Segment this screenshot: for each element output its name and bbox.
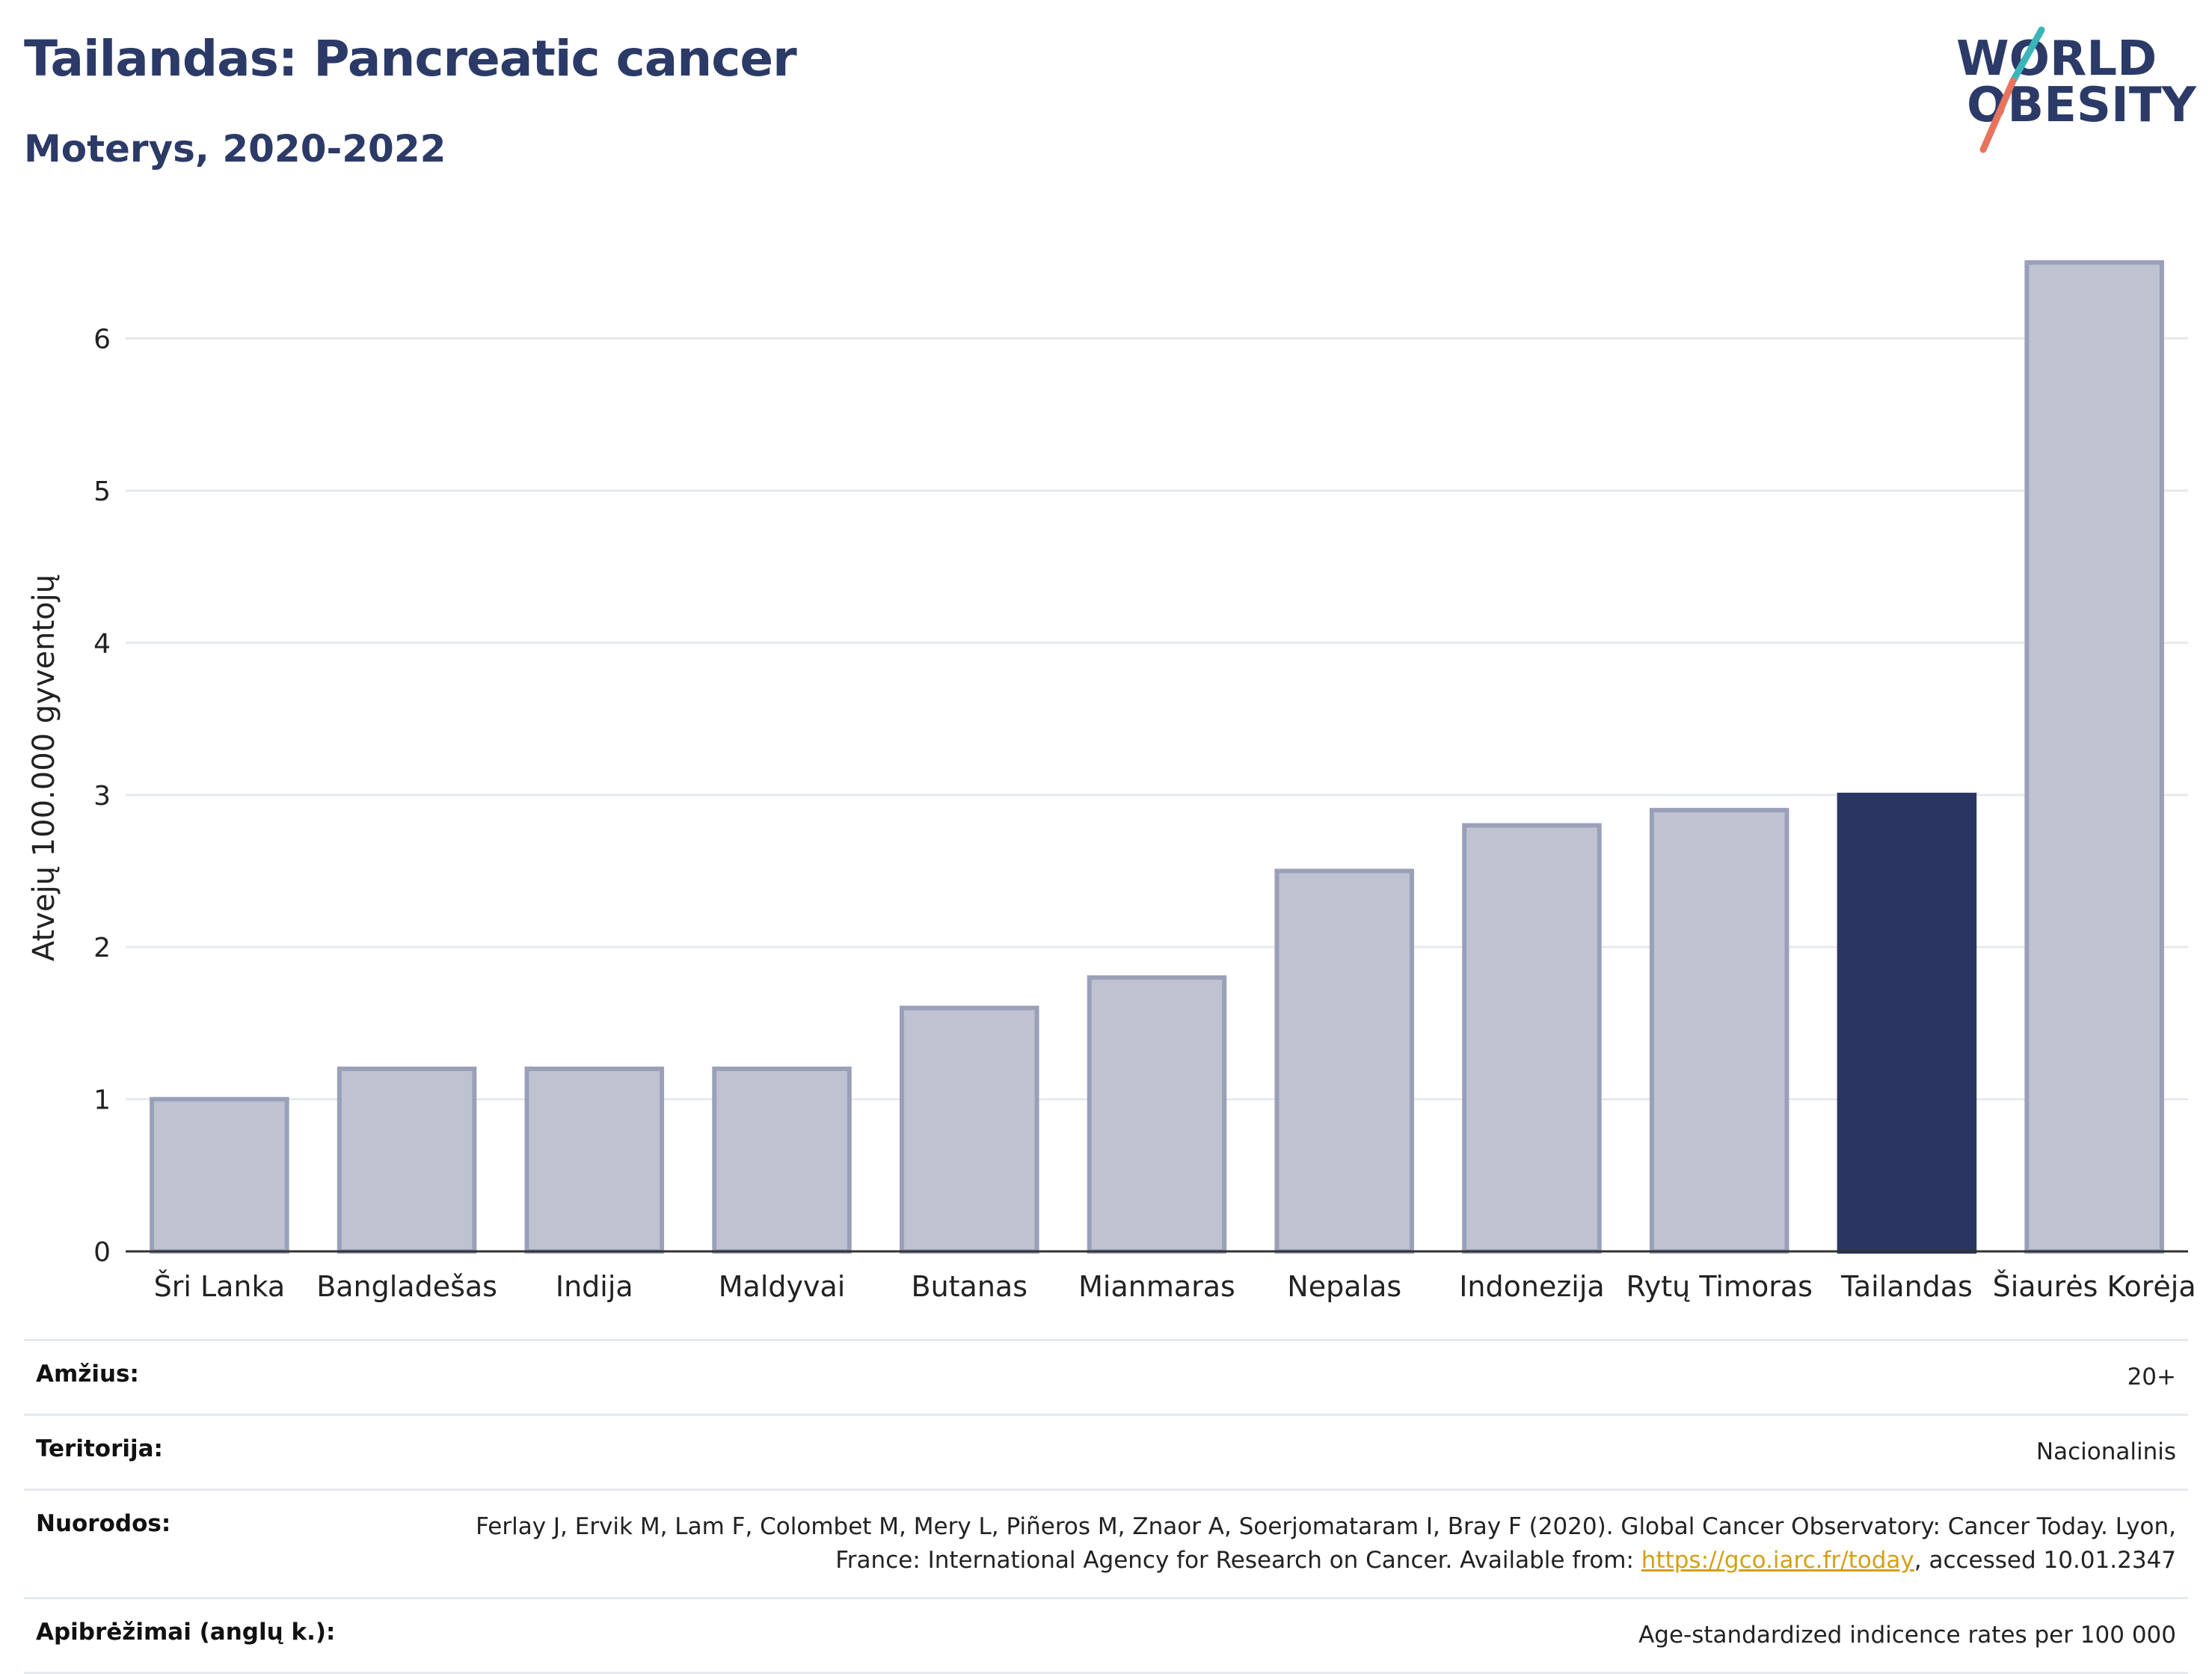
y-tick-label-5: 5: [93, 476, 111, 507]
territory-value: Nacionalinis: [2036, 1438, 2176, 1465]
chart-subtitle: Moterys, 2020-2022: [24, 127, 446, 171]
info-row-definitions: Apibrėžimai (anglų k.): Age-standardized…: [24, 1596, 2188, 1674]
x-axis-labels: Šri Lanka Bangladešas Indija Maldyvai Butana…: [154, 1270, 2196, 1303]
x-tick-label-3: Maldyvai: [719, 1270, 846, 1303]
info-row-age: Amžius: 20+: [24, 1339, 2188, 1414]
bar-0: [150, 1097, 289, 1254]
y-tick-label-6: 6: [93, 325, 111, 355]
bar-10: [2024, 260, 2164, 1254]
x-tick-label-7: Indonezija: [1459, 1270, 1604, 1303]
x-tick-label-0: Šri Lanka: [154, 1270, 286, 1303]
x-tick-label-10: Šiaurės Korėja: [1993, 1270, 2196, 1303]
y-tick-label-0: 0: [93, 1237, 111, 1268]
info-row-territory: Teritorija: Nacionalinis: [24, 1413, 2188, 1488]
bar-3: [712, 1066, 852, 1254]
age-label: Amžius:: [36, 1361, 139, 1388]
logo-line-1: WORLD: [1956, 31, 2157, 87]
definitions-label: Apibrėžimai (anglų k.):: [36, 1618, 336, 1646]
y-tick-label-1: 1: [93, 1085, 111, 1116]
references-text-1: Ferlay J, Ervik M, Lam F, Colombet M, Me…: [476, 1512, 2176, 1574]
definitions-value: Age-standardized indicence rates per 100…: [1638, 1621, 2176, 1649]
logo-slash-teal: [2009, 26, 2045, 85]
bars: [150, 260, 2164, 1254]
bar-4: [900, 1005, 1039, 1254]
references-text-2: , accessed 10.01.2347: [1914, 1546, 2176, 1574]
x-tick-label-2: Indija: [556, 1270, 633, 1303]
y-tick-label-3: 3: [93, 781, 111, 812]
y-axis-title: Atvejų 100.000 gyventojų: [27, 574, 61, 961]
chart-title: Tailandas: Pancreatic cancer: [24, 30, 797, 88]
bar-7: [1462, 823, 1602, 1254]
y-tick-label-4: 4: [93, 628, 111, 659]
info-row-references: Nuorodos: Ferlay J, Ervik M, Lam F, Colo…: [24, 1488, 2188, 1597]
age-value: 20+: [2127, 1364, 2176, 1391]
y-axis-ticks: 0 1 2 3 4 5 6: [93, 325, 111, 1268]
y-tick-label-2: 2: [93, 933, 111, 963]
x-tick-label-9: Tailandas: [1840, 1270, 1973, 1303]
territory-label: Teritorija:: [36, 1435, 163, 1462]
logo-slash-coral: [1979, 77, 2017, 153]
references-label: Nuorodos:: [36, 1509, 171, 1537]
bar-6: [1274, 868, 1414, 1254]
bar-2: [524, 1066, 665, 1254]
x-tick-label-5: Mianmaras: [1078, 1270, 1235, 1303]
x-tick-label-4: Butanas: [912, 1270, 1028, 1303]
world-obesity-logo: WORLD OBESITY: [1956, 26, 2196, 153]
references-value: Ferlay J, Ervik M, Lam F, Colombet M, Me…: [456, 1510, 2176, 1578]
bar-9: [1837, 792, 1977, 1254]
x-tick-label-8: Rytų Timoras: [1626, 1270, 1812, 1303]
info-table: Amžius: 20+ Teritorija: Nacionalinis Nuo…: [24, 1339, 2188, 1674]
bar-8: [1649, 808, 1789, 1254]
x-tick-label-6: Nepalas: [1287, 1270, 1401, 1303]
references-link[interactable]: https://gco.iarc.fr/today: [1641, 1546, 1914, 1574]
x-tick-label-1: Bangladešas: [316, 1270, 497, 1303]
bar-5: [1087, 975, 1227, 1254]
bar-1: [337, 1066, 477, 1254]
bar-chart: 0 1 2 3 4 5 6 Šri Lanka Bangladešas Indija Maldyv…: [27, 260, 2196, 1303]
